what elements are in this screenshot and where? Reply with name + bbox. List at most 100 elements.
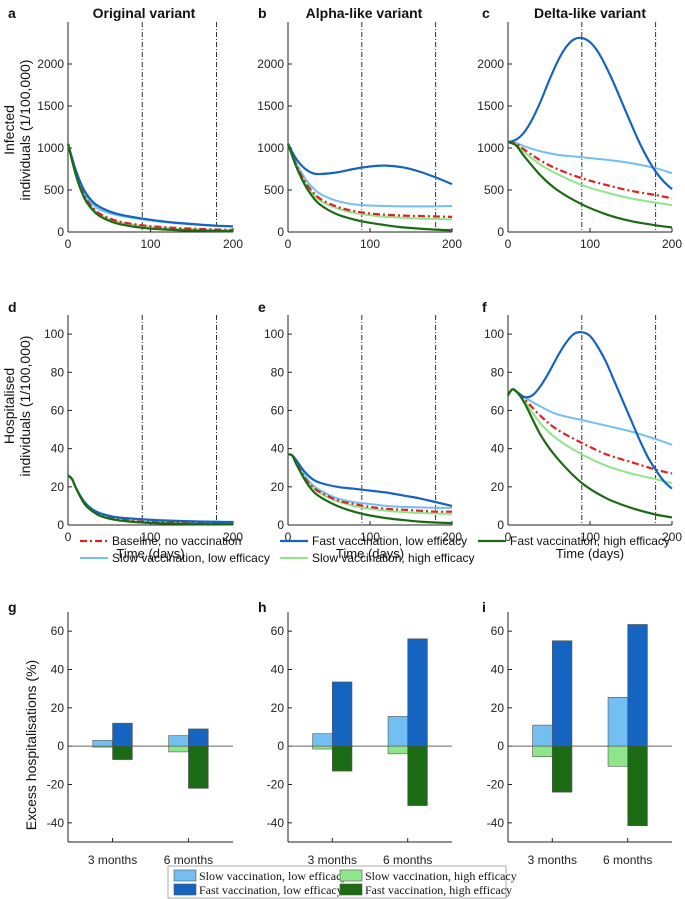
- bar-fast-low-3m: [331, 681, 353, 747]
- bar-slow-low-3m: [532, 724, 553, 747]
- series-line-fast-low: [287, 453, 453, 507]
- column-title-original: Original variant: [93, 5, 196, 21]
- plot-area: [68, 22, 233, 232]
- y-tick-label: 0: [277, 225, 284, 239]
- ylabel-excess-text: Excess hospitalisations (%): [23, 660, 39, 830]
- y-tick-label: 1000: [37, 141, 64, 155]
- ylabel-hospitalised-line2: individuals (1/100,000): [17, 336, 33, 477]
- series-line-fast-low: [66, 143, 234, 228]
- bar-fast-high-3m: [331, 745, 353, 772]
- y-tick-label: -20: [487, 778, 505, 792]
- y-tick-label: 40: [271, 442, 285, 456]
- series-line-fast-high: [286, 143, 453, 232]
- y-tick-label: 1000: [477, 141, 504, 155]
- x-tick-label: 100: [360, 530, 380, 544]
- column-title-delta: Delta-like variant: [534, 5, 646, 21]
- x-tick-label: 200: [662, 237, 682, 251]
- y-tick-label: 60: [491, 624, 505, 638]
- panel-letter-c: c: [482, 5, 490, 21]
- bar-fast-low-6m: [188, 728, 209, 747]
- y-tick-label: 2000: [37, 57, 64, 71]
- plot-area: [68, 315, 233, 525]
- x-tick-label: 0: [65, 530, 72, 544]
- bar-fast-low-6m: [627, 624, 648, 747]
- y-tick-label: 20: [491, 480, 505, 494]
- chart-panel-e: 0 20 40 60 80 100 0 100 200 Time (days): [264, 315, 462, 561]
- y-tick-label: 20: [51, 480, 65, 494]
- plot-area: [508, 22, 672, 232]
- category-label: 6 months: [164, 853, 213, 867]
- chart-panel-a: 0 500 1000 1500 2000 0 100 200: [37, 22, 243, 251]
- x-tick-label: 200: [442, 530, 462, 544]
- chart-panel-b: 0 500 1000 1500 2000 0 100 200: [257, 22, 462, 251]
- chart-panel-d: 0 20 40 60 80 100 0 100 200 Time (days): [44, 315, 243, 561]
- ylabel-infected-line1: Infected: [1, 105, 17, 155]
- panel-letter-g: g: [8, 599, 17, 615]
- y-tick-label: 1500: [37, 99, 64, 113]
- bar-slow-low-6m: [168, 735, 189, 747]
- bar-legend-swatch-slow-low: [173, 869, 197, 882]
- chart-panel-f: 0 20 40 60 80 100 0 100 200 Time (days): [484, 315, 682, 561]
- y-tick-label: 1000: [257, 141, 284, 155]
- bar-slow-high-3m: [532, 745, 553, 758]
- y-tick-label: 20: [271, 480, 285, 494]
- series-line-baseline: [287, 453, 453, 513]
- bar-fast-low-6m: [407, 638, 428, 747]
- y-tick-label: 0: [277, 518, 284, 532]
- series-line-fast-high: [507, 141, 673, 229]
- series-line-fast-high: [507, 388, 673, 519]
- series-line-baseline: [507, 141, 673, 200]
- y-tick-label: 100: [44, 327, 64, 341]
- panel-letter-e: e: [258, 299, 266, 315]
- x-tick-label: 100: [140, 530, 160, 544]
- bar-slow-low-3m: [92, 740, 113, 747]
- x-tick-label: 0: [505, 237, 512, 251]
- chart-panel-c: 0 500 1000 1500 2000 0 100 200: [477, 22, 682, 251]
- y-tick-label: -40: [487, 816, 505, 830]
- y-tick-label: 0: [277, 739, 284, 753]
- x-tick-label: 200: [442, 237, 462, 251]
- category-label: 6 months: [603, 853, 652, 867]
- bar-legend-box: [167, 865, 507, 899]
- category-label: 6 months: [383, 853, 432, 867]
- y-tick-label: 60: [51, 624, 65, 638]
- y-tick-label: 500: [264, 183, 284, 197]
- bar-legend-label-fast-high: Fast vaccination, high efficacy: [365, 883, 512, 897]
- bar-slow-high-3m: [312, 745, 333, 750]
- x-tick-label: 0: [285, 530, 292, 544]
- y-tick-label: 40: [51, 663, 65, 677]
- series-line-fast-high: [66, 143, 234, 233]
- line-legend: Baseline, no vaccination Fast vaccination…: [80, 534, 670, 565]
- plot-area: [68, 612, 233, 842]
- bar-fast-low-3m: [112, 722, 133, 747]
- bar-legend-swatch-slow-high: [339, 869, 363, 882]
- y-tick-label: 40: [51, 442, 65, 456]
- y-tick-label: 0: [497, 225, 504, 239]
- y-tick-label: 60: [271, 624, 285, 638]
- bar-slow-high-6m: [168, 745, 189, 753]
- y-tick-label: 100: [264, 327, 284, 341]
- y-tick-label: 0: [57, 518, 64, 532]
- bar-slow-low-6m: [387, 716, 409, 747]
- chart-panel-g: -40 -20 0 20 40 60 3 months 6 months: [47, 612, 233, 867]
- x-tick-label: 100: [580, 237, 600, 251]
- bar-legend-label-slow-high: Slow vaccination, high efficacy: [365, 869, 517, 883]
- y-tick-label: 80: [491, 365, 505, 379]
- ylabel-hospitalised: Hospitalised individuals (1/100,000): [1, 336, 33, 477]
- y-tick-label: 60: [51, 403, 65, 417]
- chart-panel-i: -40 -20 0 20 40 60 3 months 6 months: [487, 612, 672, 867]
- y-tick-label: 1500: [257, 99, 284, 113]
- column-title-alpha: Alpha-like variant: [306, 5, 423, 21]
- category-label: 3 months: [308, 853, 357, 867]
- y-tick-label: 0: [497, 739, 504, 753]
- bar-fast-high-6m: [407, 745, 428, 806]
- y-tick-label: 60: [271, 403, 285, 417]
- x-tick-label: 100: [360, 237, 380, 251]
- series-line-fast-low: [507, 331, 673, 490]
- y-tick-label: 1500: [477, 99, 504, 113]
- legend-label-baseline: Baseline, no vaccination: [112, 534, 241, 548]
- x-tick-label: 100: [140, 237, 160, 251]
- plot-area: [288, 315, 452, 525]
- bar-legend-swatch-fast-low: [173, 883, 197, 896]
- bar-legend: Slow vaccination, low efficacy Slow vacci…: [167, 865, 517, 899]
